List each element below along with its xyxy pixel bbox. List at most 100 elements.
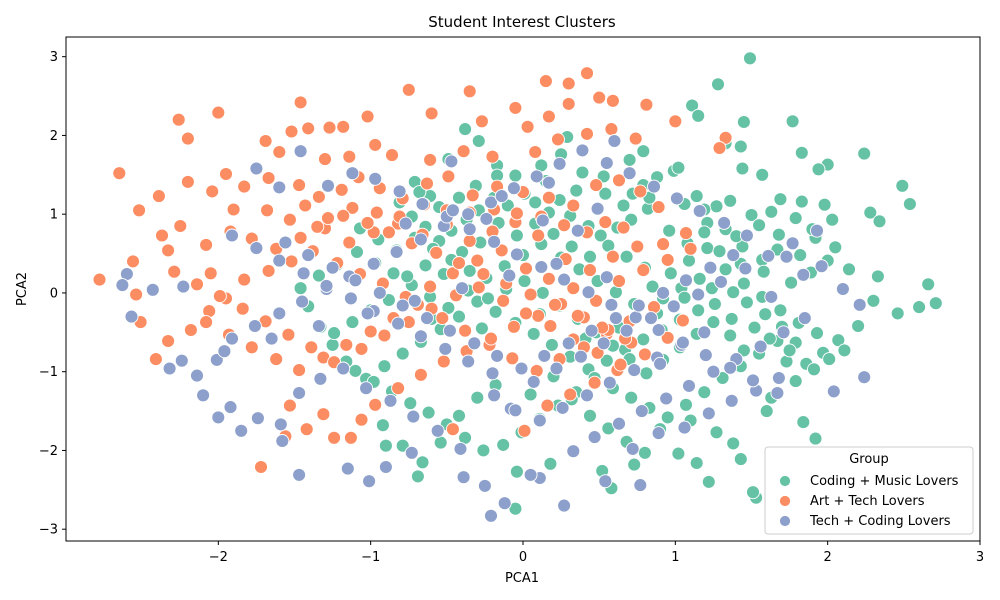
point-series-2-46 — [810, 223, 824, 238]
point-series-2-17 — [234, 423, 249, 438]
point-series-0-105 — [452, 309, 466, 324]
point-series-0-100 — [544, 337, 559, 352]
point-series-2-12 — [209, 352, 224, 367]
legend-label-tech-coding: Tech + Coding Lovers — [809, 514, 951, 529]
point-series-0-89 — [739, 295, 754, 310]
point-series-1-56 — [465, 188, 480, 203]
point-series-0-152 — [624, 390, 639, 405]
point-series-1-59 — [541, 190, 556, 205]
point-series-0-194 — [509, 464, 524, 479]
point-series-0-225 — [462, 263, 477, 278]
point-series-2-98 — [677, 420, 692, 435]
point-series-1-21 — [284, 124, 299, 139]
point-series-2-38 — [619, 323, 634, 338]
point-series-2-150 — [584, 323, 599, 338]
point-series-2-122 — [249, 241, 264, 256]
point-series-1-42 — [151, 189, 166, 204]
point-series-1-216 — [548, 297, 562, 312]
point-series-2-41 — [691, 287, 706, 302]
point-series-0-65 — [671, 160, 686, 175]
y-axis: −3 −2 −1 0 1 2 3 — [39, 50, 66, 538]
point-series-1-203 — [226, 202, 241, 217]
point-series-1-165 — [212, 289, 227, 304]
point-series-1-106 — [519, 261, 533, 276]
point-series-1-154 — [563, 387, 578, 402]
point-series-0-15 — [902, 197, 917, 211]
point-series-1-94 — [237, 272, 252, 287]
point-series-0-0 — [743, 51, 757, 66]
point-series-2-70 — [275, 434, 290, 448]
point-series-1-217 — [570, 308, 585, 323]
point-series-2-155 — [467, 336, 482, 351]
point-series-1-162 — [281, 327, 296, 342]
point-series-2-168 — [445, 203, 460, 218]
point-series-1-167 — [167, 264, 182, 279]
point-series-1-62 — [612, 173, 626, 188]
point-series-2-93 — [857, 370, 872, 385]
point-series-2-71 — [292, 467, 307, 482]
point-series-1-147 — [531, 308, 546, 323]
point-series-0-170 — [415, 455, 430, 470]
point-series-0-149 — [679, 397, 693, 412]
point-series-1-34 — [580, 126, 594, 141]
point-series-0-21 — [773, 192, 788, 207]
point-series-2-30 — [557, 498, 572, 513]
point-series-2-148 — [631, 298, 646, 313]
point-series-2-132 — [509, 247, 524, 262]
point-series-1-38 — [718, 130, 733, 145]
point-series-2-77 — [484, 508, 498, 523]
point-series-1-63 — [633, 184, 648, 199]
point-series-0-77 — [866, 293, 881, 308]
points-layer — [92, 51, 943, 523]
point-series-1-47 — [261, 171, 276, 185]
point-series-0-215 — [639, 366, 654, 381]
point-series-0-81 — [921, 277, 936, 292]
point-series-1-145 — [484, 331, 498, 346]
point-series-1-186 — [660, 330, 675, 345]
point-series-1-209 — [381, 225, 396, 240]
point-series-2-97 — [651, 426, 666, 441]
point-series-2-4 — [272, 180, 287, 195]
point-series-0-3 — [736, 115, 751, 129]
point-series-0-178 — [583, 408, 597, 423]
point-series-0-167 — [348, 363, 363, 378]
point-series-2-49 — [692, 204, 707, 218]
point-series-0-137 — [700, 241, 715, 256]
point-series-1-135 — [299, 422, 314, 437]
point-series-2-163 — [278, 235, 293, 250]
point-series-0-168 — [375, 418, 390, 433]
point-series-1-69 — [531, 228, 546, 243]
point-series-2-94 — [633, 478, 648, 493]
point-series-2-154 — [490, 348, 505, 363]
point-series-2-32 — [487, 388, 502, 403]
point-series-1-129 — [292, 363, 307, 378]
point-series-1-211 — [429, 245, 444, 260]
point-series-0-74 — [828, 240, 843, 255]
point-series-1-95 — [261, 263, 276, 278]
point-series-0-211 — [706, 315, 721, 330]
point-series-1-134 — [282, 398, 297, 413]
point-series-0-279 — [474, 321, 489, 336]
point-series-0-97 — [599, 353, 614, 368]
point-series-2-26 — [430, 423, 445, 438]
point-series-0-14 — [895, 178, 910, 193]
point-series-0-139 — [736, 276, 751, 291]
point-series-0-210 — [723, 328, 738, 343]
point-series-2-106 — [627, 363, 642, 378]
point-series-1-127 — [339, 337, 354, 352]
point-series-0-172 — [452, 408, 466, 423]
point-series-0-235 — [452, 190, 466, 205]
point-series-1-182 — [630, 239, 645, 254]
point-series-2-153 — [514, 361, 529, 376]
point-series-0-6 — [733, 139, 748, 154]
point-series-2-111 — [508, 403, 523, 418]
point-series-2-5 — [176, 279, 191, 294]
point-series-1-48 — [292, 178, 307, 193]
point-series-2-107 — [602, 375, 617, 390]
point-series-2-144 — [726, 248, 741, 263]
point-series-2-109 — [555, 400, 570, 415]
point-series-1-41 — [132, 203, 147, 218]
point-series-0-8 — [857, 146, 872, 161]
point-series-1-110 — [612, 274, 626, 289]
point-series-1-23 — [258, 134, 273, 148]
